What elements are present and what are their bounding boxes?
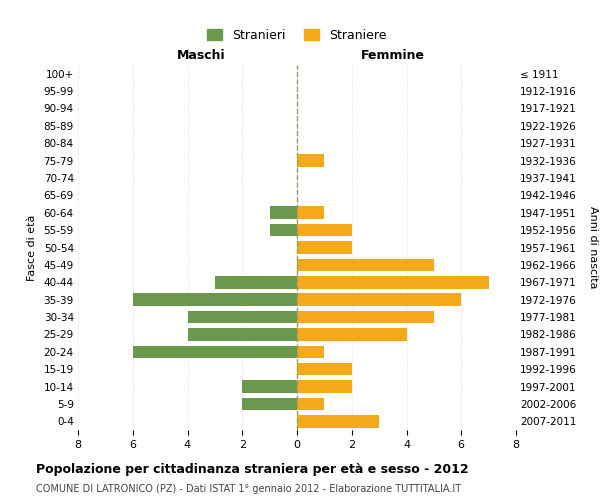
Bar — [297, 398, 325, 410]
Bar — [215, 276, 297, 288]
Legend: Stranieri, Straniere: Stranieri, Straniere — [202, 24, 392, 47]
Bar — [297, 206, 325, 219]
Bar — [187, 328, 297, 340]
Bar — [297, 415, 379, 428]
Bar — [297, 380, 352, 393]
Bar — [133, 294, 297, 306]
Y-axis label: Anni di nascita: Anni di nascita — [588, 206, 598, 289]
Bar — [242, 398, 297, 410]
Y-axis label: Fasce di età: Fasce di età — [26, 214, 37, 280]
Bar — [297, 328, 407, 340]
Text: Femmine: Femmine — [361, 48, 425, 62]
Text: Maschi: Maschi — [177, 48, 226, 62]
Bar — [269, 224, 297, 236]
Text: COMUNE DI LATRONICO (PZ) - Dati ISTAT 1° gennaio 2012 - Elaborazione TUTTITALIA.: COMUNE DI LATRONICO (PZ) - Dati ISTAT 1°… — [36, 484, 461, 494]
Text: Popolazione per cittadinanza straniera per età e sesso - 2012: Popolazione per cittadinanza straniera p… — [36, 462, 469, 475]
Bar — [133, 346, 297, 358]
Bar — [187, 311, 297, 324]
Bar — [297, 311, 434, 324]
Bar — [269, 206, 297, 219]
Bar — [297, 258, 434, 271]
Bar — [297, 294, 461, 306]
Bar — [297, 346, 325, 358]
Bar — [297, 224, 352, 236]
Bar — [297, 276, 488, 288]
Bar — [297, 241, 352, 254]
Bar — [242, 380, 297, 393]
Bar — [297, 154, 325, 167]
Bar — [297, 363, 352, 376]
